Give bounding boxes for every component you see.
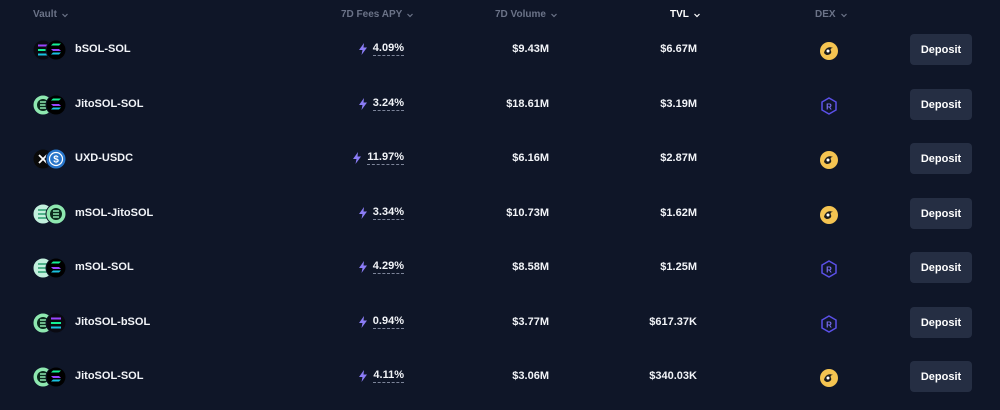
volume-value: $18.61M [506, 98, 549, 110]
volume-value: $9.43M [512, 43, 549, 55]
vault-pair-name: JitoSOL-SOL [75, 98, 144, 110]
vault-pair-name: JitoSOL-bSOL [75, 316, 151, 328]
vault-pair-name: UXD-USDC [75, 152, 134, 164]
apy-value[interactable]: 0.94% [372, 315, 404, 329]
token-pair-icon: $ [32, 148, 68, 170]
table-row: JitoSOL-SOL 3.24% $18.61M $3.19M R Depos… [0, 81, 1000, 136]
orca-icon [819, 41, 839, 61]
column-header-dex-label: DEX [815, 9, 836, 20]
chevron-down-icon [61, 11, 69, 19]
lightning-icon [359, 370, 368, 382]
vault-pair-name: JitoSOL-SOL [75, 370, 144, 382]
tvl-value: $617.37K [649, 316, 697, 328]
raydium-icon: R [819, 259, 839, 279]
svg-text:R: R [826, 321, 832, 330]
deposit-button[interactable]: Deposit [910, 89, 972, 120]
volume-value: $3.06M [512, 370, 549, 382]
chevron-down-icon [840, 11, 848, 19]
chevron-down-icon [550, 11, 558, 19]
token-pair-icon [32, 312, 68, 334]
lightning-icon [353, 152, 362, 164]
volume-value: $6.16M [512, 152, 549, 164]
chevron-down-icon [406, 11, 414, 19]
lightning-icon [358, 261, 367, 273]
lightning-icon [358, 207, 367, 219]
apy-cell: 11.97% [353, 151, 404, 165]
table-row: bSOL-SOL 4.09% $9.43M $6.67M Deposit [0, 26, 1000, 81]
table-row: mSOL-SOL 4.29% $8.58M $1.25M R Deposit [0, 244, 1000, 299]
table-header: Vault 7D Fees APY 7D Volume TVL DEX [0, 0, 1000, 28]
deposit-button[interactable]: Deposit [910, 307, 972, 338]
volume-value: $8.58M [512, 261, 549, 273]
deposit-button[interactable]: Deposit [910, 361, 972, 392]
tvl-value: $1.62M [660, 207, 697, 219]
apy-cell: 3.24% [358, 97, 404, 111]
orca-icon [819, 150, 839, 170]
table-row: JitoSOL-bSOL 0.94% $3.77M $617.37K R Dep… [0, 299, 1000, 354]
tvl-value: $340.03K [649, 370, 697, 382]
token-pair-icon [32, 366, 68, 388]
token-pair-icon [32, 39, 68, 61]
apy-value[interactable]: 4.11% [373, 369, 404, 383]
apy-cell: 4.09% [358, 42, 404, 56]
deposit-button[interactable]: Deposit [910, 143, 972, 174]
column-header-apy[interactable]: 7D Fees APY [341, 9, 414, 20]
lightning-icon [358, 316, 367, 328]
vault-pair-name: mSOL-SOL [75, 261, 134, 273]
volume-value: $3.77M [512, 316, 549, 328]
svg-text:R: R [826, 266, 832, 275]
column-header-volume-label: 7D Volume [495, 9, 546, 20]
apy-value[interactable]: 11.97% [367, 151, 404, 165]
token-pair-icon [32, 203, 68, 225]
svg-text:R: R [826, 103, 832, 112]
token-pair-icon [32, 257, 68, 279]
column-header-dex[interactable]: DEX [815, 9, 848, 20]
column-header-vault-label: Vault [33, 9, 57, 20]
deposit-button[interactable]: Deposit [910, 34, 972, 65]
apy-cell: 4.11% [359, 369, 404, 383]
tvl-value: $3.19M [660, 98, 697, 110]
apy-value[interactable]: 3.34% [372, 206, 404, 220]
apy-cell: 0.94% [358, 315, 404, 329]
svg-text:$: $ [53, 155, 59, 166]
column-header-tvl[interactable]: TVL [670, 9, 701, 20]
chevron-down-icon [693, 11, 701, 19]
apy-value[interactable]: 4.09% [372, 42, 404, 56]
lightning-icon [358, 98, 367, 110]
table-row: JitoSOL-SOL 4.11% $3.06M $340.03K Deposi… [0, 353, 1000, 408]
vault-pair-name: mSOL-JitoSOL [75, 207, 154, 219]
lightning-icon [358, 43, 367, 55]
apy-value[interactable]: 3.24% [372, 97, 404, 111]
vault-pair-name: bSOL-SOL [75, 43, 131, 55]
table-row: mSOL-JitoSOL 3.34% $10.73M $1.62M Deposi… [0, 190, 1000, 245]
column-header-volume[interactable]: 7D Volume [495, 9, 558, 20]
raydium-icon: R [819, 314, 839, 334]
apy-cell: 3.34% [358, 206, 404, 220]
table-row: $ UXD-USDC 11.97% $6.16M $2.87M Deposit [0, 135, 1000, 190]
column-header-vault[interactable]: Vault [33, 9, 69, 20]
tvl-value: $2.87M [660, 152, 697, 164]
raydium-icon: R [819, 96, 839, 116]
tvl-value: $1.25M [660, 261, 697, 273]
deposit-button[interactable]: Deposit [910, 252, 972, 283]
column-header-apy-label: 7D Fees APY [341, 9, 403, 20]
tvl-value: $6.67M [660, 43, 697, 55]
apy-value[interactable]: 4.29% [372, 260, 404, 274]
token-pair-icon [32, 94, 68, 116]
volume-value: $10.73M [506, 207, 549, 219]
column-header-tvl-label: TVL [670, 9, 689, 20]
apy-cell: 4.29% [358, 260, 404, 274]
orca-icon [819, 205, 839, 225]
deposit-button[interactable]: Deposit [910, 198, 972, 229]
orca-icon [819, 368, 839, 388]
